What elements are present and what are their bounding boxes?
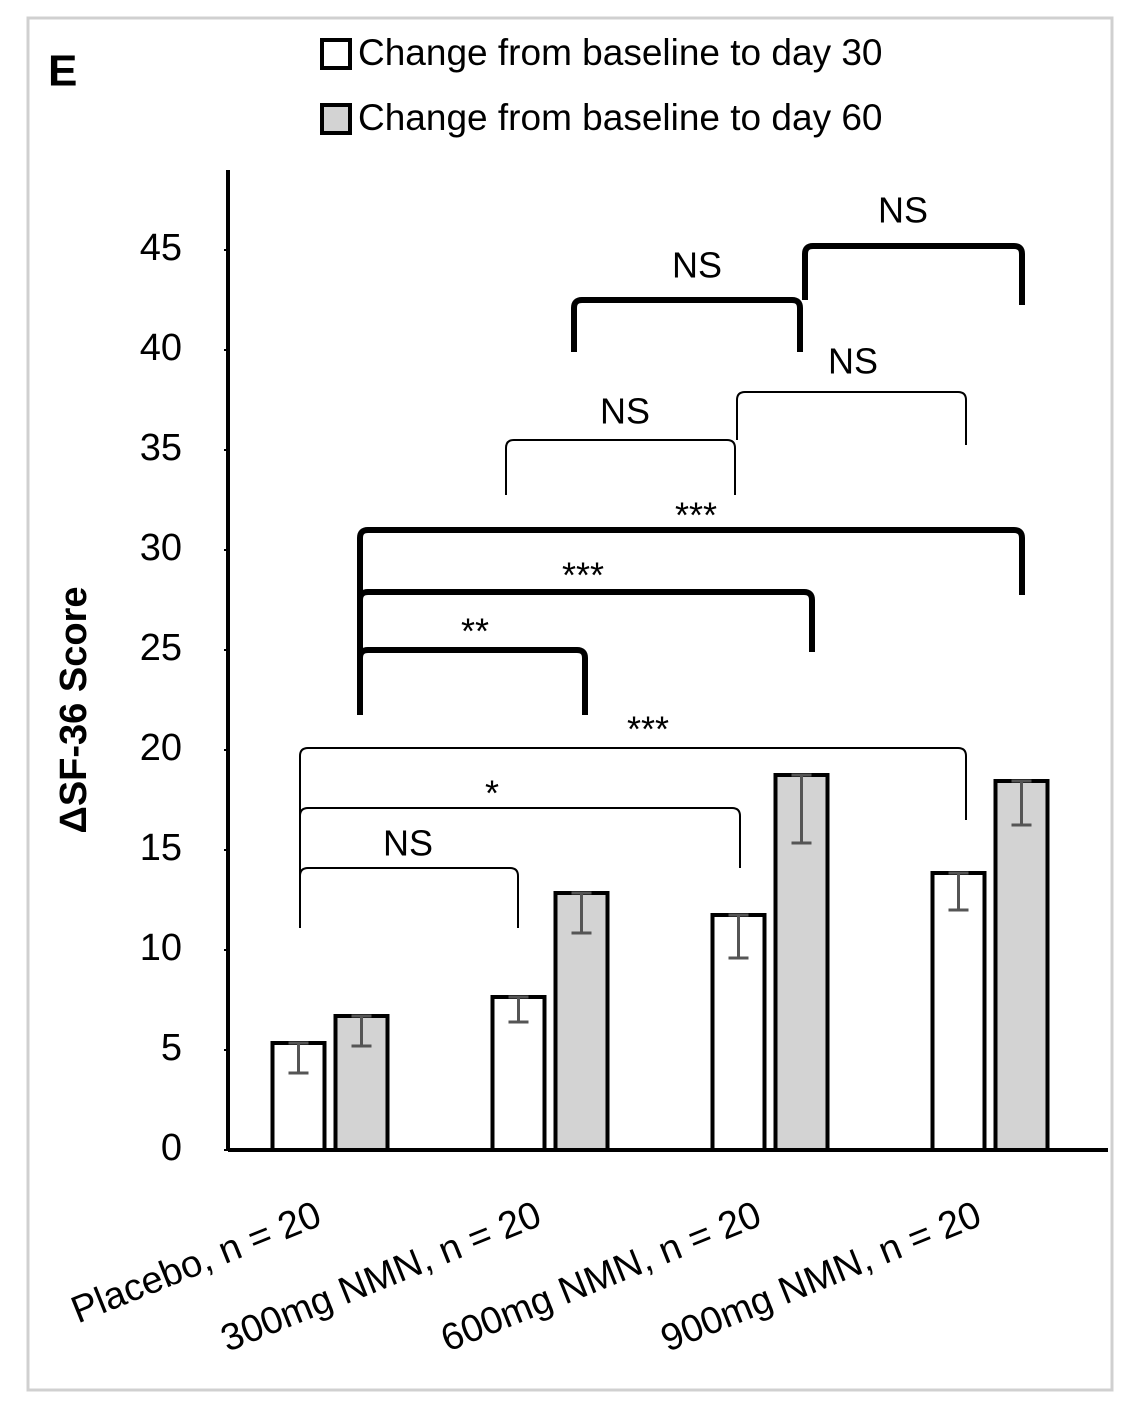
significance-bracket [571,297,803,352]
significance-label: NS [600,391,650,432]
error-bar [288,1041,309,1075]
y-tick-label: 25 [140,627,182,669]
significance-label: *** [627,709,669,750]
significance-bracket [357,527,1025,715]
y-tick-label: 35 [140,427,182,469]
significance-label: ** [461,611,489,652]
significance-bracket [802,243,1025,305]
significance-label: NS [878,190,928,231]
error-bar [1011,779,1032,827]
legend-label: Change from baseline to day 60 [358,97,883,138]
significance-bracket [736,391,967,445]
bar [993,779,1050,1152]
significance-label: NS [383,823,433,864]
y-tick-label: 5 [161,1027,182,1069]
y-tick-label: 10 [140,927,182,969]
significance-label: *** [562,555,604,596]
significance-bracket [299,747,967,928]
significance-label: *** [675,495,717,536]
error-bar [508,995,529,1024]
legend-label: Change from baseline to day 30 [358,32,883,73]
y-tick-label: 15 [140,827,182,869]
significance-label: NS [672,245,722,286]
frame [26,16,1114,1392]
legend-swatch [320,103,352,135]
y-tick-label: 20 [140,727,182,769]
significance-label: NS [828,341,878,382]
error-bar [728,913,749,960]
y-tick-label: 45 [140,227,182,269]
error-bar [948,871,969,912]
y-tick-label: 40 [140,327,182,369]
legend-swatch [320,38,352,70]
y-tick-label: 0 [161,1127,182,1169]
significance-label: * [485,773,499,814]
error-bar [791,773,812,845]
panel-label: E [48,47,77,96]
bar [930,871,987,1152]
y-tick-label: 30 [140,527,182,569]
error-bar [351,1014,372,1048]
y-axis-label: ΔSF-36 Score [53,587,95,834]
error-bar [571,891,592,935]
significance-bracket [505,439,736,495]
